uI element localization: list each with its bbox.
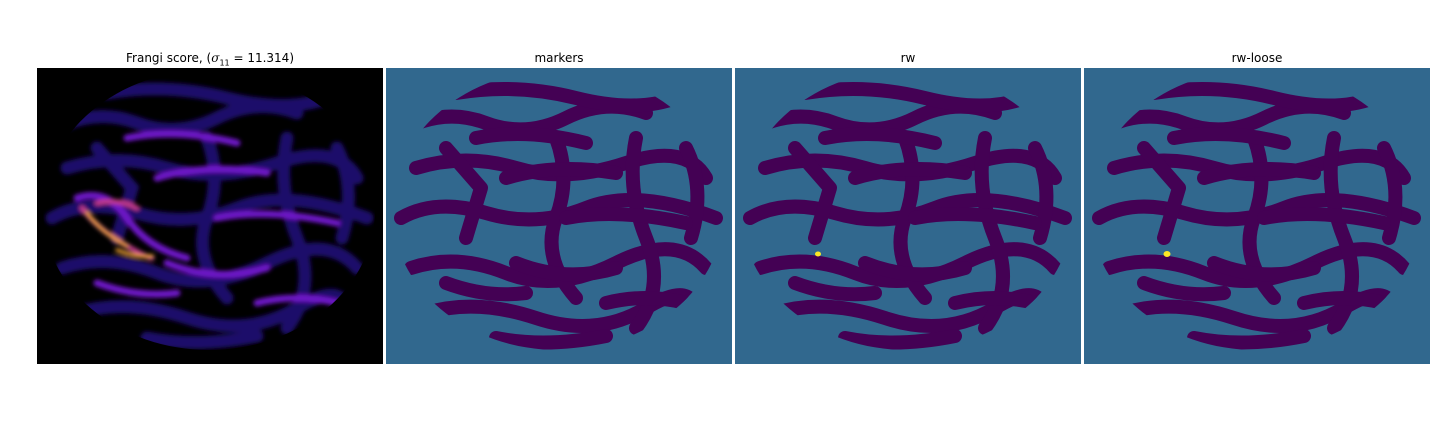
markers-title: markers: [534, 51, 584, 65]
rw-title: rw: [900, 51, 916, 65]
rw-bright-region: [815, 251, 821, 257]
frangi-title: Frangi score, (σ11 = 11.314): [126, 51, 294, 68]
frangi-image: [37, 68, 383, 364]
rw-loose-bright-region: [1163, 251, 1171, 257]
rw-loose-image: [1084, 68, 1430, 364]
rw-image: [735, 68, 1081, 364]
markers-image: [386, 68, 732, 364]
rw-loose-title: rw-loose: [1231, 51, 1283, 65]
